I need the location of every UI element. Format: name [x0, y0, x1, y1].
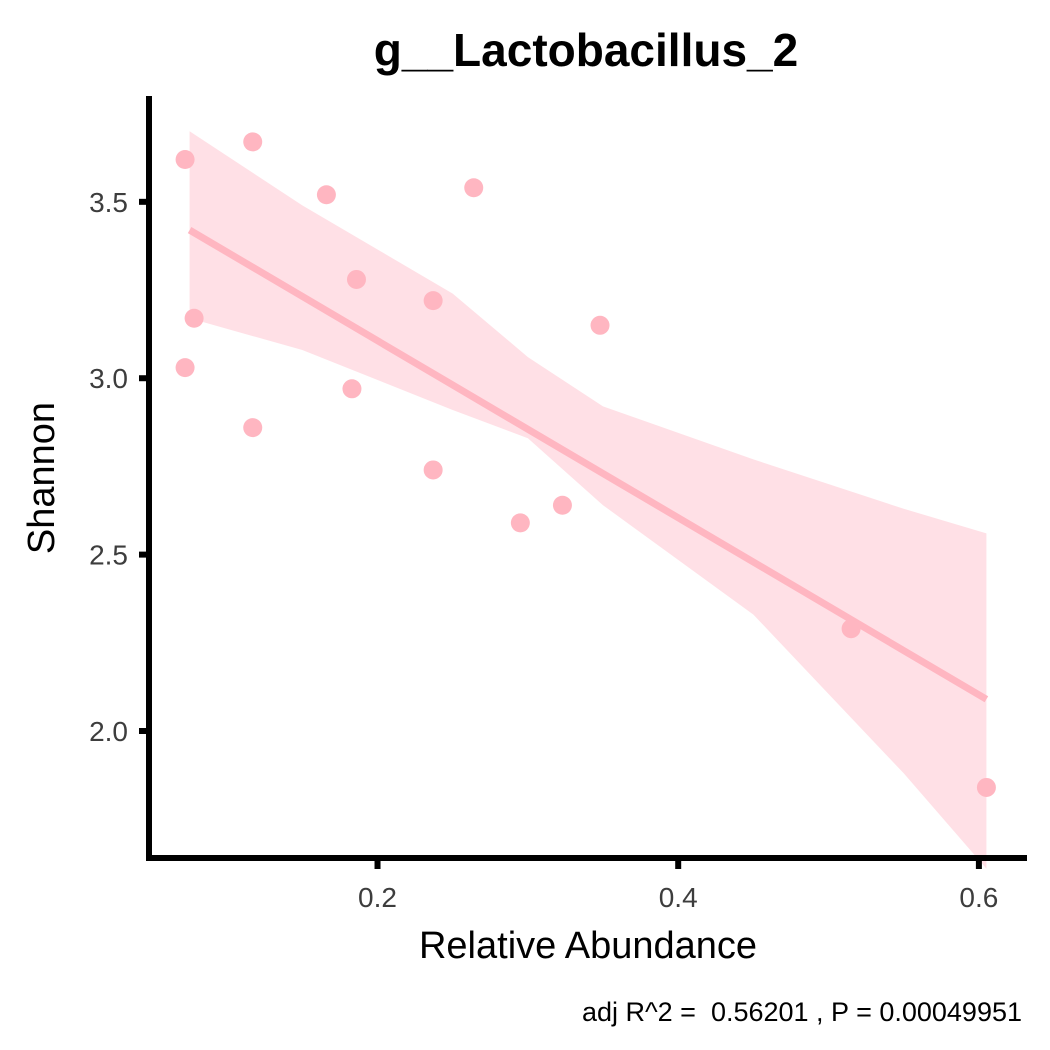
regression-annotation: adj R^2 = 0.56201 , P = 0.00049951: [582, 997, 1022, 1027]
data-point: [175, 150, 195, 169]
data-point: [342, 379, 362, 399]
data-point: [184, 308, 204, 328]
x-tick-label: 0.4: [659, 882, 698, 913]
x-axis-title: Relative Abundance: [419, 925, 757, 967]
data-point: [590, 315, 610, 335]
y-axis-ticks: 2.0 2.5 3.0 3.5: [89, 187, 149, 747]
x-axis-ticks: 0.2 0.4 0.6: [358, 858, 998, 913]
data-point: [243, 418, 263, 438]
data-point: [423, 460, 443, 480]
data-point: [423, 291, 443, 311]
y-axis-title: Shannon: [21, 402, 63, 554]
plot-area: [175, 131, 996, 869]
y-tick-label: 2.0: [89, 716, 128, 747]
data-point: [510, 513, 530, 533]
x-tick-label: 0.6: [959, 882, 998, 913]
data-point: [464, 178, 484, 198]
data-point: [976, 777, 996, 797]
data-point: [841, 619, 861, 639]
data-point: [346, 269, 366, 289]
regression-line: [187, 227, 989, 703]
y-tick-label: 3.0: [89, 363, 128, 394]
data-point: [243, 132, 263, 152]
y-tick-label: 3.5: [89, 187, 128, 218]
data-point: [175, 358, 195, 378]
y-tick-label: 2.5: [89, 540, 128, 571]
chart-title: g__Lactobacillus_2: [374, 24, 798, 76]
data-point: [316, 185, 336, 205]
data-point: [552, 495, 572, 515]
x-tick-label: 0.2: [358, 882, 397, 913]
confidence-band: [189, 131, 987, 869]
